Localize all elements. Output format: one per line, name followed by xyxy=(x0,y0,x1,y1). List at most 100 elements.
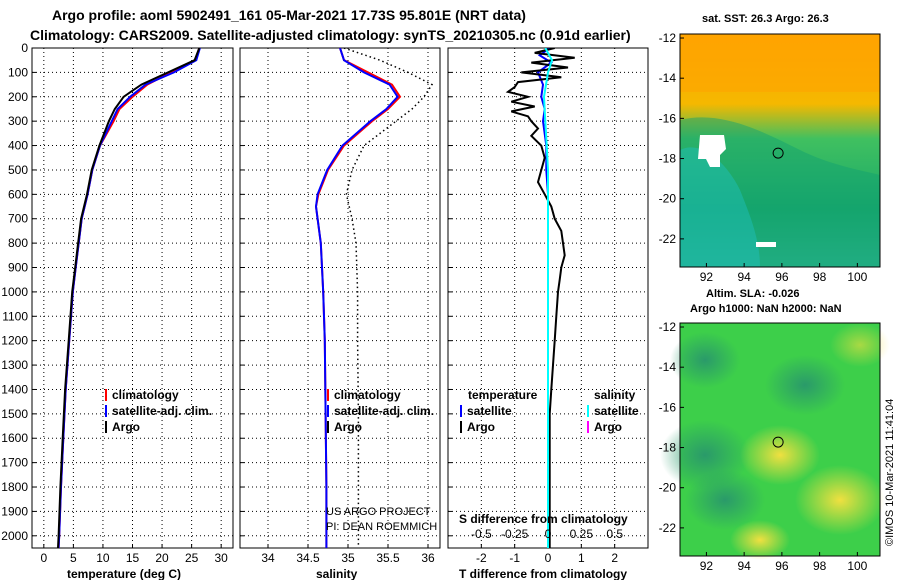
depth-tick-label: 2000 xyxy=(1,529,28,543)
series-line-climatology xyxy=(314,48,402,548)
sst-warm-band xyxy=(680,34,880,92)
depth-tick-label: 1500 xyxy=(1,407,28,421)
x-tick-label: 0 xyxy=(545,551,552,565)
depth-tick-label: 1200 xyxy=(1,334,28,348)
map-y-tick-label: -14 xyxy=(659,360,677,374)
temperature-panel: 0100200300400500600700800900100011001200… xyxy=(1,41,234,580)
map-x-tick-label: 98 xyxy=(813,270,827,284)
temperature-lines xyxy=(57,48,201,548)
legend-label-s-satellite: satellite xyxy=(594,404,639,418)
x-tick-label: 2 xyxy=(611,551,618,565)
sla-map-title-1: Altim. SLA: -0.026 xyxy=(706,288,800,300)
x-tick-label: 35 xyxy=(341,551,355,565)
x-tick-label: 30 xyxy=(214,551,228,565)
sla-low-region xyxy=(670,332,740,388)
legend-label-satellite: satellite-adj. clim. xyxy=(112,404,212,418)
legend-label-argo: Argo xyxy=(334,420,362,434)
depth-tick-label: 400 xyxy=(8,139,28,153)
x-tick-label: 25 xyxy=(185,551,199,565)
sla-high-region xyxy=(830,323,890,367)
map-x-tick-label: 100 xyxy=(847,270,867,284)
legend-title-salinity: salinity xyxy=(594,388,636,402)
map-y-tick-label: -16 xyxy=(659,400,677,414)
series-line-argo xyxy=(57,48,201,548)
sla-map-panel: Altim. SLA: -0.026 Argo h1000: NaN h2000… xyxy=(659,288,890,573)
credit-project: US ARGO PROJECT xyxy=(326,506,431,518)
sst-map-panel: sat. SST: 26.3 Argo: 26.3 92 94 96 98 100 -12… xyxy=(659,13,881,284)
salinity-xlabel: salinity xyxy=(316,567,358,580)
sla-high-region xyxy=(730,520,790,560)
sla-high-region xyxy=(740,425,820,485)
sst-map-title: sat. SST: 26.3 Argo: 26.3 xyxy=(702,13,829,25)
map-y-tick-label: -18 xyxy=(659,441,677,455)
depth-tick-label: 1000 xyxy=(1,285,28,299)
temperature-xlabel: temperature (deg C) xyxy=(67,567,181,580)
salinity-lines xyxy=(314,48,434,548)
sst-cool-region xyxy=(680,117,880,267)
sla-low-region xyxy=(685,470,765,530)
map-y-tick-label: -16 xyxy=(659,111,677,125)
depth-tick-label: 1100 xyxy=(2,309,28,323)
sla-map-frame xyxy=(679,322,881,557)
legend-label-t-satellite: satellite xyxy=(467,404,512,418)
map-x-tick-label: 96 xyxy=(775,270,789,284)
legend-label-climatology: climatology xyxy=(112,388,179,402)
imos-stamp: ©IMOS 10-Mar-2021 11:41:04 xyxy=(884,399,896,546)
map-y-tick-label: -22 xyxy=(659,521,677,535)
sla-map-title-2: Argo h1000: NaN h2000: NaN xyxy=(690,303,842,315)
credit-pi: PI: DEAN ROEMMICH xyxy=(326,521,437,533)
map-x-tick-label: 96 xyxy=(775,559,789,573)
x-tick-label: 35.5 xyxy=(376,551,400,565)
legend-label-argo: Argo xyxy=(112,420,140,434)
depth-tick-label: 0 xyxy=(21,41,28,55)
map-y-tick-label: -12 xyxy=(659,31,677,45)
depth-tick-label: 700 xyxy=(8,212,28,226)
sst-missing-data xyxy=(698,135,726,167)
series-line-s-satellite xyxy=(542,48,554,548)
depth-tick-label: 1800 xyxy=(1,480,28,494)
map-x-tick-label: 92 xyxy=(700,559,714,573)
map-y-tick-label: -14 xyxy=(659,71,677,85)
depth-tick-label: 1700 xyxy=(1,456,28,470)
top-x-tick-label: 0.5 xyxy=(606,527,623,541)
argo-position-marker xyxy=(772,436,784,448)
sst-coldest-region xyxy=(680,147,760,267)
map-y-tick-label: -22 xyxy=(659,232,677,246)
x-tick-label: 34.5 xyxy=(296,551,320,565)
argo-position-marker xyxy=(772,147,784,159)
difference-legend: temperature salinity satellite Argo sate… xyxy=(460,388,639,434)
x-tick-label: 5 xyxy=(70,551,77,565)
depth-tick-label: 1300 xyxy=(1,358,28,372)
map-x-tick-label: 92 xyxy=(700,270,714,284)
sla-low-region xyxy=(765,355,845,415)
series-line-satellite-adj-clim- xyxy=(57,48,201,548)
difference-top-tick-labels: -0.5 -0.25 0 0.25 0.5 xyxy=(471,527,623,541)
difference-panel: -2 -1 0 1 2 T difference from climatology S … xyxy=(447,47,649,580)
depth-tick-label: 1400 xyxy=(1,382,28,396)
map-x-tick-label: 98 xyxy=(813,559,827,573)
map-x-tick-label: 94 xyxy=(737,559,751,573)
depth-tick-label: 300 xyxy=(8,114,28,128)
depth-tick-label: 100 xyxy=(8,65,28,79)
title-line-2: Climatology: CARS2009. Satellite-adjuste… xyxy=(30,27,631,43)
salinity-legend: climatology satellite-adj. clim. Argo xyxy=(327,388,434,434)
depth-tick-label: 900 xyxy=(8,261,28,275)
salinity-frame xyxy=(239,47,441,549)
x-tick-label: 34 xyxy=(261,551,275,565)
x-tick-label: 1 xyxy=(578,551,585,565)
x-tick-label: 10 xyxy=(96,551,110,565)
depth-tick-labels: 0 100 200 300 400 500 600 700 800 900 1000 1100 1200… xyxy=(1,41,28,543)
difference-tick-labels: -2 -1 0 1 2 xyxy=(476,551,618,565)
difference-lines xyxy=(505,48,575,548)
map-x-tick-label: 94 xyxy=(737,270,751,284)
temperature-grid xyxy=(32,47,233,548)
top-x-tick-label: -0.5 xyxy=(471,527,492,541)
series-line-climatology xyxy=(57,48,201,548)
map-x-tick-label: 100 xyxy=(847,559,867,573)
legend-label-s-argo: Argo xyxy=(594,420,622,434)
difference-top-xlabel: S difference from climatology xyxy=(459,512,628,526)
depth-tick-label: 1900 xyxy=(1,504,28,518)
legend-label-t-argo: Argo xyxy=(467,420,495,434)
salinity-panel: 34 34.5 35 35.5 36 salinity climatology sate… xyxy=(239,47,441,580)
